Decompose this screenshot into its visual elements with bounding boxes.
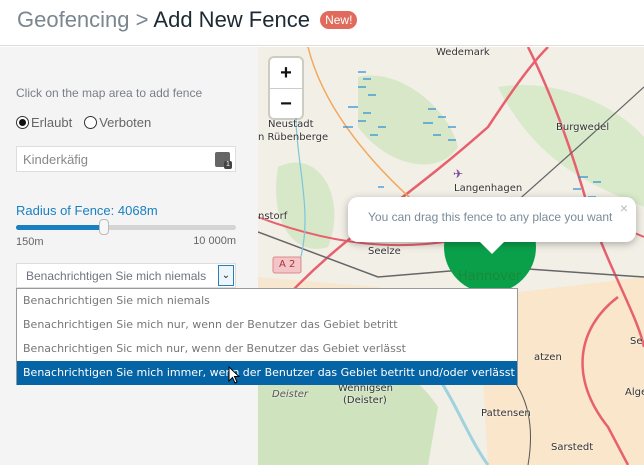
fence-tooltip: You can drag this fence to any place you…: [348, 197, 636, 254]
mouse-cursor-icon: [228, 366, 241, 384]
map-label: Deister: [272, 389, 309, 400]
zoom-out-button[interactable]: −: [270, 88, 302, 118]
radius-slider-fill: [16, 225, 104, 230]
radius-max-label: 10 000m: [193, 235, 236, 247]
map-label: Se: [630, 336, 643, 347]
fence-type-radios: Erlaubt Verboten: [16, 115, 151, 130]
instruction-text: Click on the map area to add fence: [16, 86, 203, 100]
tooltip-text: You can drag this fence to any place you…: [368, 210, 613, 224]
map-label: n Rübenberge: [258, 132, 329, 143]
svg-text:✈: ✈: [453, 167, 463, 181]
password-manager-icon[interactable]: 1: [215, 152, 232, 169]
new-badge: New!: [320, 11, 358, 29]
radius-slider[interactable]: [16, 219, 236, 235]
header: Geofencing > Add New Fence New!: [0, 0, 644, 46]
map-label: Langenhagen: [454, 183, 523, 194]
page-title: Geofencing > Add New Fence New!: [17, 7, 358, 33]
sidebar: Click on the map area to add fence Erlau…: [0, 47, 258, 465]
map-label: atzen: [534, 352, 562, 363]
zoom-in-button[interactable]: +: [280, 62, 292, 84]
chevron-down-icon[interactable]: ⌄: [218, 265, 234, 286]
radius-label-text: Radius of Fence:: [16, 203, 115, 218]
highway-label: A 2: [279, 259, 296, 270]
radius-label: Radius of Fence: 4068m: [16, 203, 158, 218]
dropdown-option[interactable]: Benachrichtigen Sie mich nur, wenn der B…: [23, 318, 398, 331]
map-label: (Deister): [343, 395, 387, 406]
zoom-control: + −: [270, 58, 302, 118]
map-label: Neustadt: [268, 119, 314, 130]
map-label: Wennigsen: [338, 383, 393, 394]
map-label: Alge: [625, 387, 644, 398]
dropdown-option[interactable]: Benachrichtigen Sic mich nur, wenn der B…: [23, 342, 406, 355]
dropdown-option[interactable]: Benachrichtigen Sie mich niemals: [23, 294, 210, 307]
map-label: Sarstedt: [551, 442, 594, 453]
map-label: Wedemark: [436, 47, 490, 58]
radius-value: 4068m: [117, 203, 158, 218]
map-tiles: ✈: [258, 47, 644, 465]
radio-verboten[interactable]: [84, 116, 98, 129]
map-label: Hannover: [458, 269, 522, 284]
close-icon[interactable]: ×: [619, 200, 628, 216]
map[interactable]: ✈ Wedemark Neustadt n Rübenberge Burgwed…: [258, 47, 644, 465]
map-label: Pattensen: [481, 408, 531, 419]
breadcrumb-geofencing[interactable]: Geofencing: [17, 7, 130, 32]
radius-min-label: 150m: [16, 236, 44, 248]
fence-name-value: Kinderkäfig: [23, 152, 89, 167]
title-text: Add New Fence: [153, 7, 310, 32]
dropdown-option-highlighted[interactable]: Benachrichtigen Sie mich immer, wenn der…: [17, 361, 517, 385]
notification-dropdown: Benachrichtigen Sie mich niemals Benachr…: [16, 288, 518, 385]
radio-erlaubt-label[interactable]: Erlaubt: [31, 115, 73, 130]
notification-select[interactable]: Benachrichtigen Sie mich niemals ⌄: [16, 263, 236, 288]
radio-verboten-label[interactable]: Verboten: [99, 115, 152, 130]
fence-name-input[interactable]: Kinderkäfig 1: [16, 146, 236, 172]
map-label: Seelze: [368, 246, 401, 257]
notification-select-value: Benachrichtigen Sie mich niemals: [26, 269, 207, 283]
radio-erlaubt[interactable]: [16, 116, 29, 129]
breadcrumb-separator: >: [135, 7, 149, 32]
map-label: nstorf: [258, 211, 288, 222]
map-label: Burgwedel: [556, 122, 610, 133]
radius-slider-thumb[interactable]: [98, 219, 109, 235]
